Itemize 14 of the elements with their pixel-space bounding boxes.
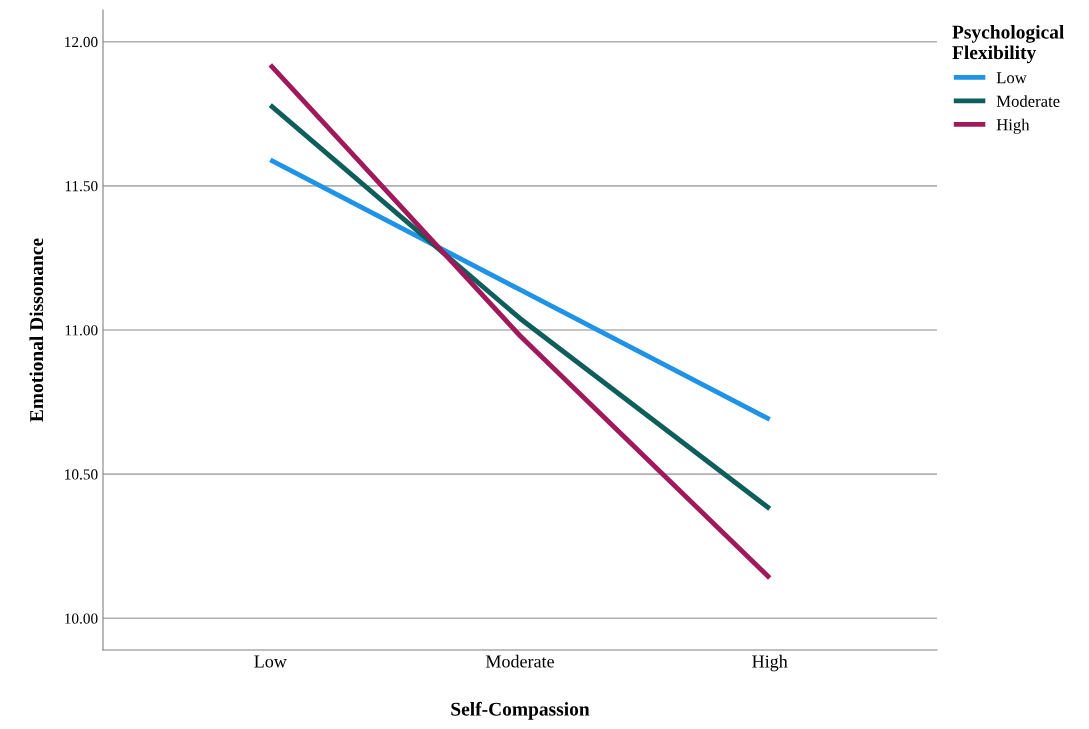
- legend-label: Moderate: [996, 95, 1060, 107]
- y-axis-title: Emotional Dissonance: [29, 238, 44, 422]
- y-tick-label: 11.50: [65, 181, 98, 192]
- y-tick-label: 12.00: [65, 36, 98, 48]
- x-tick-label: Moderate: [485, 654, 554, 668]
- legend-label: Low: [996, 72, 1027, 84]
- legend-label: High: [996, 118, 1030, 134]
- y-tick-label: 10.00: [65, 613, 98, 624]
- legend-title: Psychological Flexibility: [952, 25, 1065, 64]
- x-tick-label: Low: [254, 655, 287, 668]
- y-tick-label: 10.50: [65, 469, 98, 480]
- x-tick-label: High: [752, 654, 788, 672]
- y-tick-label: 11.00: [65, 325, 98, 336]
- x-axis-title: Self-Compassion: [451, 701, 590, 720]
